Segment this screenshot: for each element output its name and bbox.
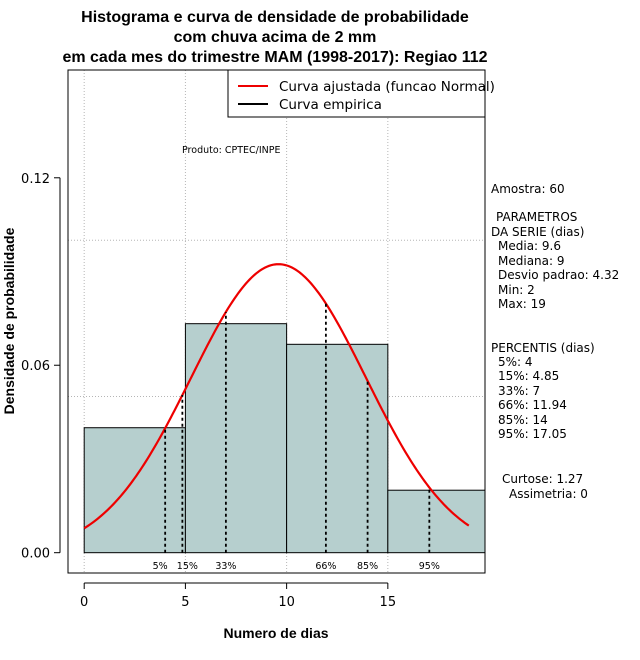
x-tick-label-5: 5	[181, 595, 189, 610]
sample-size: Amostra: 60	[491, 182, 565, 196]
percentile-label-85: 85%	[357, 561, 378, 572]
histogram-bar-3	[286, 343, 389, 554]
percentile-label-33: 33%	[215, 561, 236, 572]
product-annotation: Produto: CPTEC/INPE	[182, 145, 281, 156]
legend-label-empirical-curve: Curva empirica	[279, 97, 382, 113]
x-tick-label-15: 15	[380, 595, 397, 610]
side-panel: Amostra: 60 PARAMETROS DA SERIE (dias) M…	[491, 182, 619, 501]
param-media: Media: 9.6	[498, 239, 561, 253]
percentil-15: 15%: 4.85	[498, 369, 559, 383]
percentile-label-66: 66%	[315, 561, 336, 572]
chart-title-line-3: em cada mes do trimestre MAM (1998-2017)…	[62, 49, 487, 66]
legend-label-fitted-curve: Curva ajustada (funcao Normal)	[279, 79, 495, 95]
chart-title-line-1: Histograma e curva de densidade de proba…	[81, 9, 469, 26]
legend-box	[227, 69, 486, 118]
percentile-label-95: 95%	[419, 561, 440, 572]
percentile-label-5: 5%	[153, 561, 168, 572]
legend: Curva ajustada (funcao Normal) Curva emp…	[227, 69, 495, 118]
histogram-bar-1	[83, 427, 186, 554]
histogram-bar-4	[387, 489, 486, 554]
params-title-2: DA SERIE (dias)	[491, 225, 584, 239]
percentil-33: 33%: 7	[498, 384, 540, 398]
param-desvio: Desvio padrao: 4.32	[498, 268, 619, 282]
param-min: Min: 2	[498, 283, 535, 297]
percentile-lines: 5% 15% 33% 66% 85% 95%	[153, 303, 440, 572]
param-mediana: Mediana: 9	[498, 254, 565, 268]
axes: 0 5 10 15 0.00 0.06 0.12	[21, 172, 396, 610]
y-tick-label-2: 0.12	[21, 172, 50, 187]
params-title-1: PARAMETROS	[496, 210, 577, 224]
x-tick-label-10: 10	[278, 595, 295, 610]
percentil-5: 5%: 4	[498, 355, 533, 369]
percentil-66: 66%: 11.94	[498, 398, 567, 412]
y-tick-label-0: 0.00	[21, 547, 50, 562]
percentil-85: 85%: 14	[498, 413, 548, 427]
histogram-bar-2	[184, 323, 288, 554]
percentis-title: PERCENTIS (dias)	[491, 341, 595, 355]
x-axis-label: Numero de dias	[223, 625, 328, 641]
chart-title-line-2: com chuva acima de 2 mm	[174, 29, 377, 46]
percentil-95: 95%: 17.05	[498, 427, 567, 441]
normal-curve	[83, 263, 470, 530]
normal-curve-layer	[83, 263, 470, 530]
grid-layer	[68, 70, 485, 573]
y-axis-label: Densidade de probabilidade	[1, 227, 17, 414]
param-max: Max: 19	[498, 297, 546, 311]
histogram-bars	[83, 323, 486, 554]
x-tick-label-0: 0	[80, 595, 88, 610]
curtose: Curtose: 1.27	[502, 472, 583, 486]
assimetria: Assimetria: 0	[509, 487, 588, 501]
percentile-label-15: 15%	[177, 561, 198, 572]
y-tick-label-1: 0.06	[21, 359, 50, 374]
